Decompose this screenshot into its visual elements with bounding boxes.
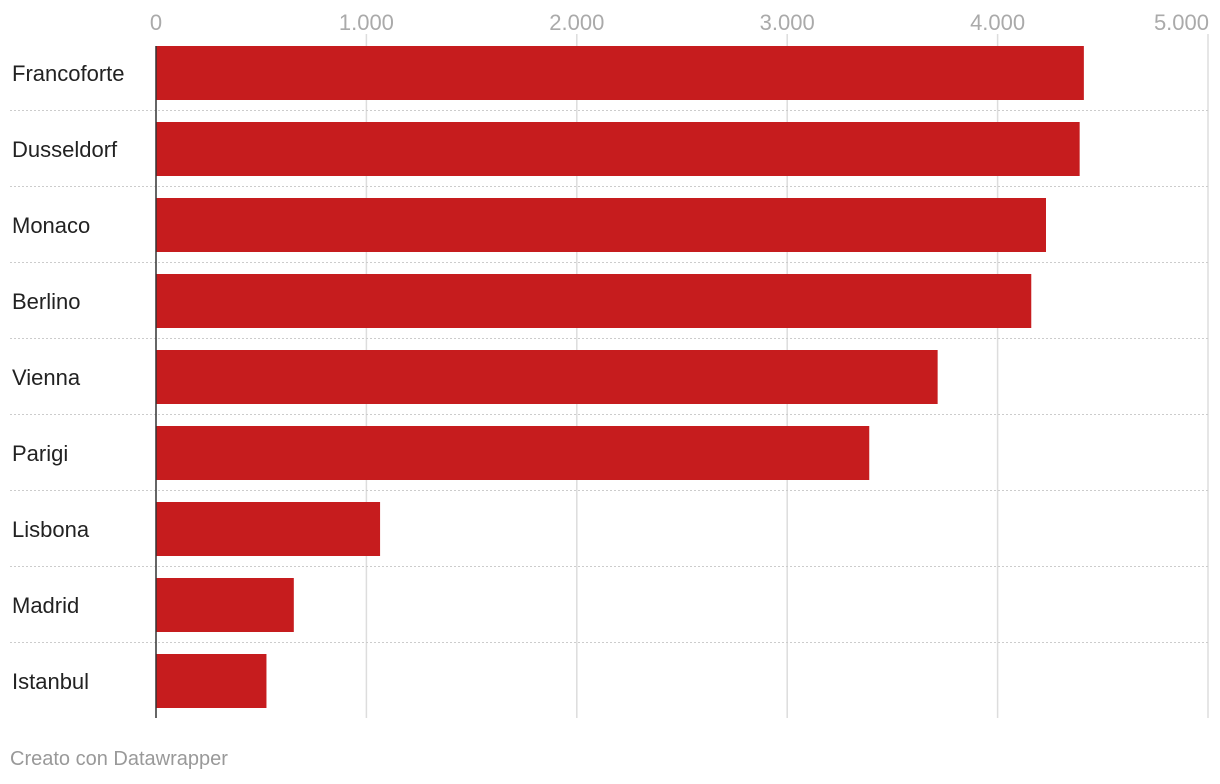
bar-parigi (156, 426, 870, 480)
x-tick-label: 4.000 (970, 10, 1025, 35)
x-tick-label: 3.000 (760, 10, 815, 35)
bar-monaco (156, 198, 1046, 252)
footer-credit: Creato con Datawrapper (10, 748, 228, 770)
bar-lisbona (156, 502, 381, 556)
category-label: Lisbona (12, 517, 90, 542)
x-tick-label: 2.000 (549, 10, 604, 35)
bar-dusseldorf (156, 122, 1080, 176)
category-label: Francoforte (12, 61, 125, 86)
category-label: Dusseldorf (12, 137, 118, 162)
x-tick-label: 1.000 (339, 10, 394, 35)
category-label: Berlino (12, 289, 80, 314)
bar-vienna (156, 350, 938, 404)
category-label: Vienna (12, 365, 81, 390)
category-label: Istanbul (12, 669, 89, 694)
x-tick-label: 5.000 (1154, 10, 1209, 35)
category-label: Parigi (12, 441, 68, 466)
category-label: Monaco (12, 213, 90, 238)
bar-berlino (156, 274, 1032, 328)
category-label: Madrid (12, 593, 79, 618)
bar-madrid (156, 578, 294, 632)
bar-francoforte (156, 46, 1084, 100)
x-tick-label: 0 (150, 10, 162, 35)
bar-istanbul (156, 654, 267, 708)
